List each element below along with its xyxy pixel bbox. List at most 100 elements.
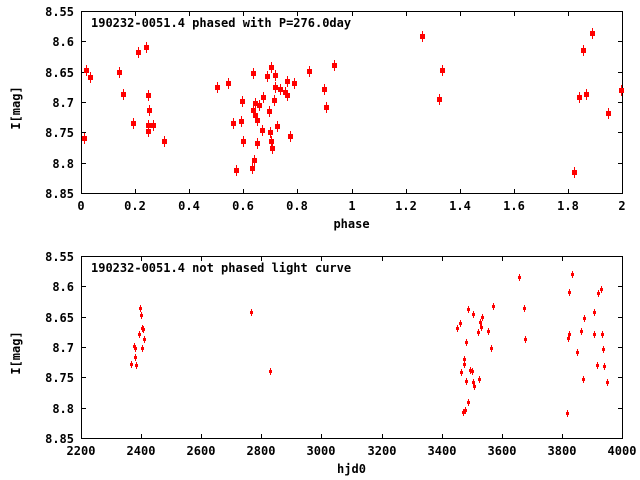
data-point — [239, 116, 244, 127]
x-tick-bottom — [81, 434, 82, 438]
y-tick-right — [618, 102, 622, 103]
x-tick-top — [243, 12, 244, 16]
y-tick-label: 8.8 — [52, 157, 74, 171]
data-point — [492, 303, 495, 310]
y-tick-right — [618, 377, 622, 378]
data-point — [252, 155, 257, 166]
y-tick-label: 8.7 — [52, 341, 74, 355]
y-tick-right — [618, 132, 622, 133]
data-point — [584, 89, 589, 100]
data-point — [472, 311, 475, 318]
data-point — [600, 286, 603, 293]
x-tick-top — [189, 12, 190, 16]
data-point — [324, 102, 329, 113]
data-point — [151, 120, 156, 131]
x-tick-bottom — [562, 434, 563, 438]
data-point — [135, 362, 138, 369]
data-point — [134, 345, 137, 352]
data-point — [465, 339, 468, 346]
x-tick-bottom — [568, 189, 569, 193]
data-point — [231, 118, 236, 129]
x-tick-bottom — [141, 434, 142, 438]
data-point — [146, 126, 151, 137]
y-tick-label: 8.85 — [45, 432, 74, 446]
data-point — [285, 76, 290, 87]
x-tick-top — [622, 12, 623, 16]
data-point — [590, 28, 595, 39]
x-tick-top — [406, 12, 407, 16]
x-tick-top — [135, 12, 136, 16]
x-tick-label: 0.2 — [124, 199, 146, 213]
y-tick-left — [82, 438, 86, 439]
data-point — [270, 143, 275, 154]
data-point — [275, 121, 280, 132]
y-tick-left — [82, 132, 86, 133]
x-tick-label: 2600 — [186, 444, 216, 458]
data-point — [420, 31, 425, 42]
y-tick-right — [618, 163, 622, 164]
x-tick-label: 3800 — [547, 444, 577, 458]
data-point — [571, 271, 574, 278]
data-point — [88, 72, 93, 83]
data-point — [456, 325, 459, 332]
data-point — [464, 407, 467, 414]
data-point — [146, 120, 151, 131]
data-point — [268, 127, 273, 138]
data-point — [582, 376, 585, 383]
x-tick-label: 0.6 — [232, 199, 254, 213]
y-tick-left — [82, 408, 86, 409]
y-tick-label: 8.6 — [52, 280, 74, 294]
data-point — [261, 92, 266, 103]
data-point — [593, 309, 596, 316]
data-point — [131, 118, 136, 129]
y-tick-right — [618, 317, 622, 318]
x-tick-label: 2200 — [66, 444, 96, 458]
phased-plot-title: 190232-0051.4 phased with P=276.0day — [91, 16, 352, 30]
y-tick-left — [82, 317, 86, 318]
data-point — [596, 362, 599, 369]
y-tick-left — [82, 256, 86, 257]
data-point — [226, 78, 231, 89]
data-point — [567, 335, 570, 342]
x-tick-bottom — [382, 434, 383, 438]
x-tick-top — [321, 257, 322, 261]
x-tick-bottom — [321, 434, 322, 438]
x-tick-top — [141, 257, 142, 261]
data-point — [278, 84, 283, 95]
x-tick-label: 3400 — [427, 444, 457, 458]
data-point — [593, 331, 596, 338]
data-point — [265, 71, 270, 82]
x-tick-top — [622, 257, 623, 261]
x-tick-bottom — [406, 189, 407, 193]
data-point — [240, 96, 245, 107]
data-point — [121, 89, 126, 100]
data-point — [462, 409, 465, 416]
data-point — [463, 356, 466, 363]
x-tick-top — [261, 257, 262, 261]
data-point — [269, 62, 274, 73]
x-tick-label: 0 — [77, 199, 85, 213]
data-point — [134, 354, 137, 361]
data-point — [139, 305, 142, 312]
y-tick-label: 8.65 — [45, 66, 74, 80]
x-tick-top — [352, 12, 353, 16]
data-point — [597, 290, 600, 297]
x-tick-bottom — [189, 189, 190, 193]
x-tick-bottom — [243, 189, 244, 193]
y-tick-label: 8.8 — [52, 402, 74, 416]
y-tick-label: 8.65 — [45, 311, 74, 325]
y-tick-label: 8.6 — [52, 35, 74, 49]
x-tick-top — [81, 12, 82, 16]
x-tick-label: 3000 — [306, 444, 336, 458]
unphased-x-axis-label: hjd0 — [337, 462, 366, 476]
data-point — [606, 108, 611, 119]
data-point — [463, 361, 466, 368]
data-point — [601, 331, 604, 338]
data-point — [437, 94, 442, 105]
data-point — [568, 331, 571, 338]
x-tick-bottom — [297, 189, 298, 193]
y-tick-label: 8.7 — [52, 96, 74, 110]
x-tick-label: 1.8 — [557, 199, 579, 213]
y-tick-left — [82, 41, 86, 42]
x-tick-label: 3200 — [367, 444, 397, 458]
